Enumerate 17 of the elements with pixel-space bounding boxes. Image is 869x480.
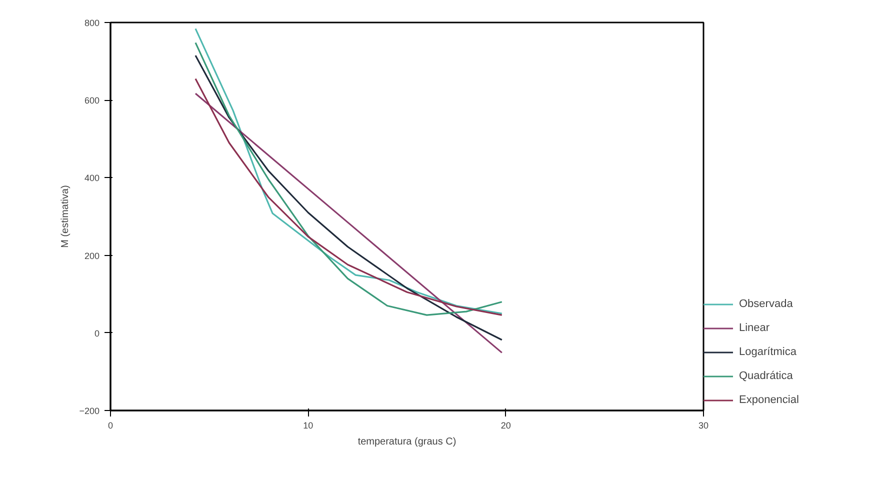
y-axis-title: M (estimativa): [60, 185, 72, 248]
y-tick-label: 0: [94, 328, 100, 338]
legend-label: Linear: [739, 322, 770, 334]
x-tick-label: 10: [303, 420, 314, 430]
legend-label: Exponencial: [739, 394, 799, 406]
x-tick-label: 0: [108, 420, 114, 430]
y-tick-label: 400: [84, 173, 100, 184]
y-tick-label: 600: [84, 96, 100, 106]
legend-label: Logarítmica: [739, 346, 796, 358]
y-tick-label: 200: [84, 250, 100, 261]
y-tick-label: −200: [79, 406, 100, 416]
x-axis-title: temperatura (graus C): [358, 436, 456, 448]
legend-label: Quadrática: [739, 370, 793, 382]
y-tick-label: 800: [84, 18, 100, 28]
x-tick-label: 30: [698, 420, 709, 430]
legend-label: Observada: [739, 298, 793, 310]
x-tick-label: 20: [500, 420, 511, 430]
